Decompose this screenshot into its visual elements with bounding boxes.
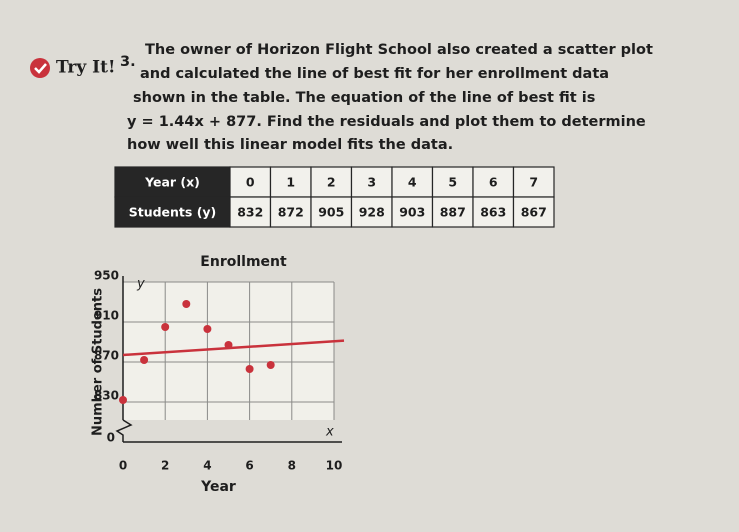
data-point (119, 396, 127, 404)
y-axis-label: Number of Students (91, 288, 106, 436)
table-value: 905 (318, 205, 344, 220)
table-cell (391, 196, 434, 228)
plot-area (123, 282, 334, 420)
x-tick-label: 8 (288, 459, 296, 473)
table-value: 6 (489, 175, 498, 190)
table-cell (229, 196, 272, 228)
table-value: 7 (529, 175, 538, 190)
data-point (140, 356, 149, 364)
table-value: 887 (440, 205, 466, 220)
table-cell (114, 196, 231, 228)
problem-line: and calculated the line of best fit for … (140, 66, 609, 82)
table-value: 0 (246, 175, 255, 190)
table-value: 867 (521, 205, 547, 220)
table-value: 928 (359, 205, 385, 220)
table-value: 903 (399, 205, 425, 220)
fit-line (122, 339, 345, 357)
table-cell (512, 196, 555, 228)
table-cell (350, 196, 393, 228)
table-cell (269, 196, 312, 228)
x-tick-label: 2 (161, 459, 169, 473)
row-header: Year (x) (144, 175, 200, 190)
table-value: 2 (327, 175, 336, 190)
table-value: 832 (237, 205, 263, 220)
axis-break (115, 419, 133, 442)
problem-number: 3. (120, 54, 136, 70)
data-point (266, 361, 275, 369)
problem-line: The owner of Horizon Flight School also … (145, 42, 653, 58)
x-axis-letter: x (325, 425, 334, 440)
table-cell (512, 166, 555, 198)
y-tick-label: 910 (94, 309, 119, 323)
origin-label: 0 (107, 431, 115, 445)
table-cell (350, 166, 393, 198)
problem-text: The owner of Horizon Flight School also … (127, 42, 653, 153)
table-cell (431, 196, 474, 228)
x-axis-label: Year (200, 479, 236, 495)
table-value: 872 (278, 205, 304, 220)
data-point (224, 341, 233, 349)
table-value: 863 (480, 205, 506, 220)
y-tick-label: 950 (94, 269, 119, 283)
problem-line: how well this linear model fits the data… (127, 137, 453, 153)
data-point (161, 323, 170, 331)
data-point (203, 325, 212, 333)
badge-label: Try It! (56, 58, 115, 78)
chart-title: Enrollment (200, 254, 287, 270)
chart: Enrollment 0 2 4 6 8 10 830 870 910 950 0 y x Year Numb… (91, 254, 345, 495)
table-cell (310, 196, 353, 228)
problem-line: y = 1.44x + 877. Find the residuals and … (127, 114, 646, 130)
y-axis-letter: y (136, 277, 145, 292)
y-tick-label: 870 (94, 349, 119, 363)
x-tick-label: 6 (245, 459, 253, 473)
row-header: Students (y) (129, 205, 217, 220)
x-tick-label: 10 (326, 459, 343, 473)
data-table: Year (x) 0 1 2 3 4 5 6 7 Students (y) 832 872 905 928… (114, 166, 555, 228)
table-value: 1 (286, 175, 295, 190)
table-value: 5 (448, 175, 457, 190)
table-cell (431, 166, 474, 198)
data-point (182, 300, 191, 308)
badge-check (34, 63, 47, 74)
x-tick-label: 4 (203, 459, 211, 473)
table-cell (472, 196, 515, 228)
problem-line: shown in the table. The equation of the … (133, 90, 595, 106)
table-value: 3 (367, 175, 376, 190)
y-tick-label: 830 (94, 389, 119, 403)
data-point (245, 365, 254, 373)
x-tick-label: 0 (119, 459, 127, 473)
table-cell (391, 166, 434, 198)
table-value: 4 (408, 175, 417, 190)
badge-icon (30, 58, 50, 78)
